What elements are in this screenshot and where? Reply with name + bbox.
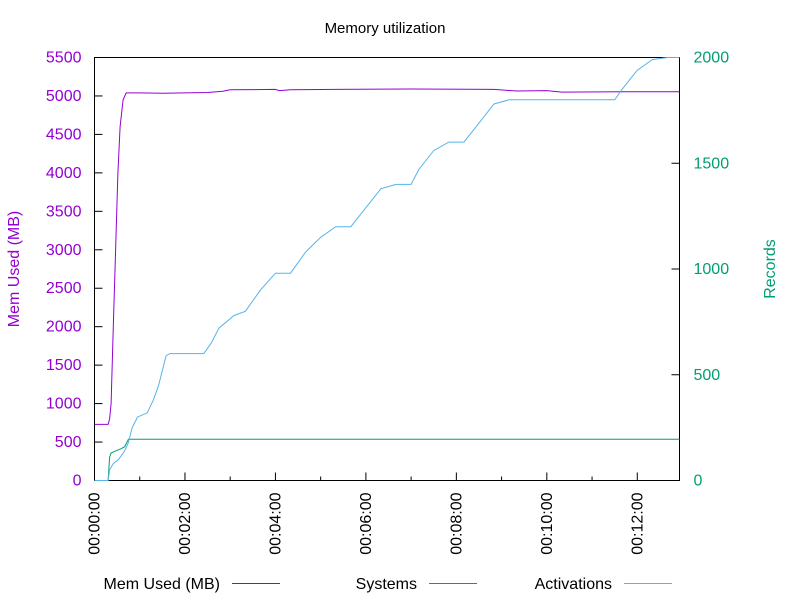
legend-label: Mem Used (MB) [104,576,220,593]
x-tick-label: 00:10:00 [539,492,556,554]
x-tick-label: 00:12:00 [629,492,646,554]
x-tick-label: 00:06:00 [358,492,375,554]
x-tick-label: 00:04:00 [267,492,284,554]
y2-axis-label: Records [762,239,779,299]
y-tick-label: 1500 [46,357,82,374]
y-tick-label: 5500 [46,50,82,67]
tick-marks [94,57,680,481]
chart-title: Memory utilization [325,20,446,37]
y-tick-label: 5000 [46,88,82,105]
y-axis-tick-labels: 0 500 1000 1500 2000 2500 3000 3500 4000 4500 5000… [46,50,82,490]
y-tick-label: 3500 [46,203,82,220]
series-line-systems [94,438,680,481]
y2-tick-label: 500 [694,367,721,384]
series-line-activations [94,57,680,481]
y-tick-label: 3000 [46,242,82,259]
series-line-mem-used-mb [94,88,680,425]
y2-tick-label: 1000 [694,261,730,278]
y-tick-label: 1000 [46,396,82,413]
legend-label: Activations [535,576,612,593]
y2-tick-label: 1500 [694,155,730,172]
x-tick-label: 00:00:00 [87,492,104,554]
series-layer [94,57,680,481]
x-axis-tick-labels: 00:00:00 00:02:00 00:04:00 00:06:00 00:08:00… [87,492,647,554]
y-tick-label: 4000 [46,165,82,182]
x-tick-label: 00:02:00 [177,492,194,554]
x-tick-label: 00:08:00 [448,492,465,554]
y2-tick-label: 2000 [694,50,730,67]
y-tick-label: 0 [73,473,82,490]
y2-tick-label: 0 [694,473,703,490]
legend: Mem Used (MB) Systems Activations [104,576,672,593]
plot-border [94,57,680,481]
y-tick-label: 500 [55,434,82,451]
y-tick-label: 2500 [46,280,82,297]
plot-area [94,57,680,481]
y-tick-label: 2000 [46,319,82,336]
y2-axis-tick-labels: 0 500 1000 1500 2000 [694,50,730,490]
legend-label: Systems [356,576,417,593]
y-tick-label: 4500 [46,126,82,143]
y-axis-label: Mem Used (MB) [6,211,23,327]
